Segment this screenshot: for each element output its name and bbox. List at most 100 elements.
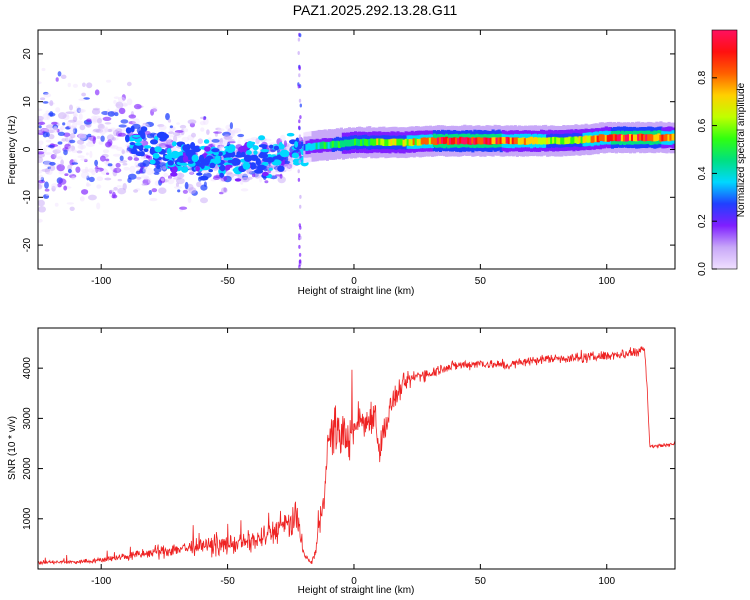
spectrogram-cell (234, 178, 242, 182)
spectrogram-cell (298, 65, 301, 70)
spectrogram-cell (170, 172, 178, 177)
spectrogram-cell (475, 137, 479, 145)
spectrogram-cell (253, 150, 258, 156)
spectrogram-cell (572, 136, 576, 144)
spectrogram-cell (635, 134, 639, 142)
spectrogram-cell (558, 137, 562, 145)
spectrogram-cell (107, 128, 113, 133)
spectrogram-cell (38, 121, 46, 125)
spectrogram-cell (63, 149, 68, 156)
spectrogram-cell (93, 168, 101, 172)
spectrogram-cell (238, 146, 247, 154)
spectrogram-cell (570, 137, 574, 145)
spectrogram-cell (41, 168, 51, 172)
spectrogram-cell (109, 189, 114, 193)
spectrogram-cell (299, 33, 302, 38)
spectrogram-cell (331, 140, 335, 148)
spectrogram-cell (75, 108, 84, 114)
spectrogram-cell (168, 175, 172, 180)
spectrogram-cell (279, 149, 290, 158)
spectrogram-cell (286, 132, 295, 137)
spectrogram-cell (453, 137, 457, 144)
spectrogram-cell (404, 138, 408, 146)
spectrogram-cell (438, 137, 443, 144)
spectrogram-cell (52, 125, 59, 133)
spectrogram-cell (606, 135, 610, 142)
spectrogram-cell (196, 172, 203, 176)
spectrogram-cell (608, 134, 612, 142)
spectrogram-cell (67, 164, 72, 171)
spectrogram-cell (297, 84, 300, 89)
spectrogram-cell (489, 137, 493, 145)
spectrogram-cell (602, 134, 606, 142)
spectrogram-cell (158, 125, 167, 131)
y-tick-label: 2000 (22, 457, 33, 480)
spectrogram-cell (65, 113, 69, 118)
y-tick-label: 4000 (22, 357, 33, 380)
spectrogram-cell (459, 136, 463, 144)
spectrogram-cell (219, 142, 224, 148)
spectrogram-cell (199, 121, 206, 126)
snr-x-ticks: -100 -50 0 50 100 (91, 328, 616, 587)
spectrogram-cell (495, 137, 499, 145)
spectrogram-cell (91, 118, 97, 124)
spectrogram-cell (620, 134, 625, 142)
spectrogram-cell (578, 136, 582, 143)
spectrogram-cell (649, 134, 653, 141)
spectrogram-cell (56, 164, 65, 172)
spectrogram-cell (63, 132, 71, 137)
spectrogram-cell (491, 137, 495, 144)
spectrogram-cell (191, 132, 196, 138)
spectrogram-cell (101, 111, 110, 115)
spectrogram-cell (465, 137, 469, 144)
spectrogram-cell (164, 154, 173, 160)
spectrogram-cell (251, 173, 256, 178)
spectrogram-cell (283, 163, 290, 170)
spectrogram-cell (116, 146, 123, 151)
spectrogram-cell (309, 144, 313, 151)
spectrogram-cell (400, 138, 404, 146)
spectrogram-cell (96, 202, 101, 210)
spectrogram-cell (117, 96, 126, 103)
spectrogram-cell (65, 111, 75, 114)
snr-series-line (38, 346, 675, 566)
spectrogram-cell (189, 171, 195, 175)
spectrogram-cell (618, 134, 623, 141)
spectrogram-cell (143, 145, 152, 149)
spectrogram-cell (291, 152, 300, 159)
spectrogram-cell (113, 100, 117, 104)
spectrogram-cell (200, 116, 205, 120)
spectrogram-cell (317, 142, 321, 149)
spectrogram-cell (351, 139, 356, 146)
spectrogram-cell (78, 108, 86, 113)
spectrogram-cell (94, 159, 98, 167)
spectrogram-cell (179, 206, 188, 210)
spectrogram-cell (364, 139, 368, 146)
spectrogram-cell (521, 137, 525, 145)
spectrogram-cell (67, 168, 72, 174)
spectrogram-cell (471, 137, 475, 144)
spectrogram-cell (38, 128, 44, 133)
spectrogram-cell (72, 116, 78, 123)
spectrogram-cell (151, 188, 158, 193)
spectrogram-cell (82, 82, 86, 88)
spectrogram-cell (493, 137, 497, 144)
spectrogram-cell (519, 137, 523, 145)
spectrogram-cell (113, 186, 118, 191)
spectrogram-cell (298, 259, 302, 264)
spectrogram-cell (181, 166, 189, 173)
spectrogram-cell (513, 137, 517, 145)
spectrogram-cell (56, 156, 63, 160)
spectrogram-cell (203, 139, 210, 144)
spectrogram-cell (43, 160, 53, 168)
spectrogram-cell (43, 93, 52, 98)
x-tick-label: -50 (220, 576, 235, 587)
spectrogram-cell (298, 252, 302, 257)
spectrogram-cell (422, 137, 426, 145)
spectrogram-cell (487, 138, 491, 145)
spectrogram-cell (71, 162, 79, 165)
spectrogram-cell (75, 120, 83, 126)
spectrogram-cell (79, 196, 85, 202)
spectrogram-cell (106, 172, 110, 175)
spectrogram-cell (339, 140, 343, 148)
